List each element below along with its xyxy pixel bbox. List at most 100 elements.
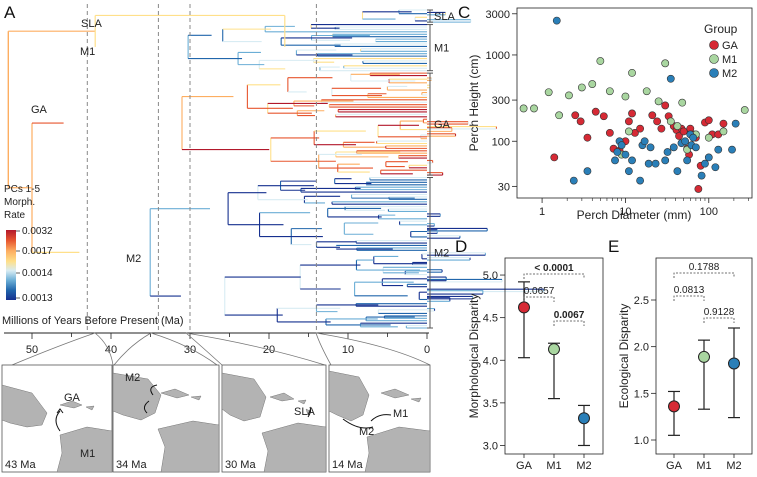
landmass-north-america (328, 370, 370, 422)
p-value-m1-m2: 0.9128 (704, 307, 735, 318)
panel-e-marks (668, 327, 740, 436)
point-ga (704, 116, 713, 125)
clade-label-ga: GA (434, 119, 451, 131)
point-m2 (666, 74, 675, 83)
map-connector (315, 332, 431, 366)
eco-disparity-panel: 1.01.52.02.5 Ecological Disparity GA M1 … (617, 257, 753, 472)
landmass-north-america (1, 384, 48, 428)
map-43ma: GA M1 43 Ma (1, 364, 113, 473)
x-tick-label: 100 (700, 206, 718, 218)
point-ga (605, 128, 614, 137)
y-tick-label: 4.0 (483, 355, 498, 367)
y-tick-label: 5.0 (483, 270, 498, 282)
arrow-head (56, 408, 64, 414)
point-m2 (701, 159, 709, 168)
point-m1 (661, 59, 670, 68)
panel-d-x-label: M1 (546, 460, 561, 472)
point-m2 (636, 176, 645, 185)
landmass-south-america (364, 426, 431, 473)
point-ga (661, 101, 670, 110)
dispersal-arrow (55, 410, 61, 432)
node-label-m1: M1 (80, 46, 95, 58)
clade-brackets: SLA M1 GA M2 (427, 9, 455, 329)
map-time-label: 34 Ma (116, 459, 147, 471)
point-m1 (719, 127, 728, 136)
map-label: SLA (294, 406, 315, 418)
time-tick-label: 50 (26, 344, 38, 356)
point-ga (719, 119, 728, 128)
scatter-axes: 1 10 100 30 100 300 1000 3000 (486, 9, 749, 218)
scatter-legend: Group GA M1 M2 (704, 22, 739, 80)
legend-label-ga: GA (722, 40, 739, 52)
point-m2 (683, 156, 692, 165)
point-m2 (714, 145, 723, 154)
panel-d-y-title: Morphological Disparity (467, 294, 481, 419)
clade-label-m1: M1 (434, 43, 449, 55)
map-time-label: 43 Ma (5, 459, 36, 471)
point-m2 (691, 143, 700, 152)
paleomap-panel: GA M1 43 Ma M2 34 Ma SLA 30 Ma (1, 332, 431, 473)
landmass-south-america (157, 420, 220, 473)
point-ga (679, 127, 688, 136)
legend-label-m2: M2 (722, 68, 737, 80)
point-ga (648, 111, 657, 120)
point-m1 (519, 104, 528, 113)
panel-e-axes: 1.0 1.5 2.0 2.5 (634, 295, 735, 458)
map-label: M1 (393, 408, 408, 420)
rate-colorbar (6, 230, 16, 300)
point-m1 (704, 133, 713, 142)
point-m2 (552, 16, 561, 25)
rate-tick-label: 0.0014 (22, 268, 53, 279)
panel-d-x-label: M2 (576, 460, 591, 472)
point-ga (657, 124, 666, 133)
panel-label-c: C (458, 3, 470, 22)
point-m1 (530, 104, 538, 113)
legend-swatch-m2 (709, 68, 719, 78)
panel-label-d: D (455, 237, 467, 256)
panel-d-comparisons: < 0.0001 0.0657 0.0067 (523, 263, 585, 326)
point-m2 (689, 133, 698, 142)
point-m2 (611, 156, 619, 165)
point-m2 (617, 141, 626, 150)
point-ga (571, 111, 580, 120)
map-connector (113, 332, 152, 366)
point-m2 (661, 156, 670, 165)
point-m2 (731, 119, 740, 128)
map-label: M2 (359, 426, 374, 438)
point-ga (628, 109, 636, 118)
point-m2 (711, 163, 720, 172)
panel-label-a: A (4, 3, 16, 22)
comparison-bracket (523, 273, 585, 279)
point-m2 (621, 150, 630, 159)
clade-label-sla: SLA (434, 11, 455, 23)
point-ga (653, 117, 662, 126)
landmass-islands (59, 400, 95, 411)
point-m2 (569, 176, 578, 185)
scatter-y-title: Perch Height (cm) (467, 55, 481, 152)
y-tick-label: 4.5 (483, 313, 498, 325)
rate-tick-label: 0.0013 (22, 293, 53, 304)
map-connector (185, 332, 326, 366)
point-ga (694, 185, 703, 193)
time-tick-label: 40 (105, 344, 117, 356)
point-m2 (669, 143, 678, 152)
mean-point-m2 (728, 357, 740, 370)
point-m1 (624, 127, 633, 136)
point-m2 (728, 145, 736, 154)
map-connector (185, 332, 223, 366)
p-value-ga-m1: 0.0813 (674, 285, 705, 296)
point-m1 (673, 122, 682, 130)
y-tick-label: 2.5 (634, 295, 649, 307)
dispersal-arrow (143, 400, 150, 414)
p-value-ga-m2: < 0.0001 (534, 263, 574, 274)
map-30ma: SLA 30 Ma (221, 364, 327, 473)
panel-label-e: E (608, 237, 619, 256)
point-m2 (646, 143, 655, 152)
morph-disparity-panel: 3.03.54.04.55.0 Morphological Disparity … (467, 257, 604, 472)
point-m1 (654, 97, 663, 106)
map-time-label: 14 Ma (332, 459, 363, 471)
point-m2 (613, 148, 622, 156)
x-tick-label: 1 (539, 206, 545, 218)
point-m2 (624, 167, 633, 176)
map-connector (150, 332, 218, 366)
